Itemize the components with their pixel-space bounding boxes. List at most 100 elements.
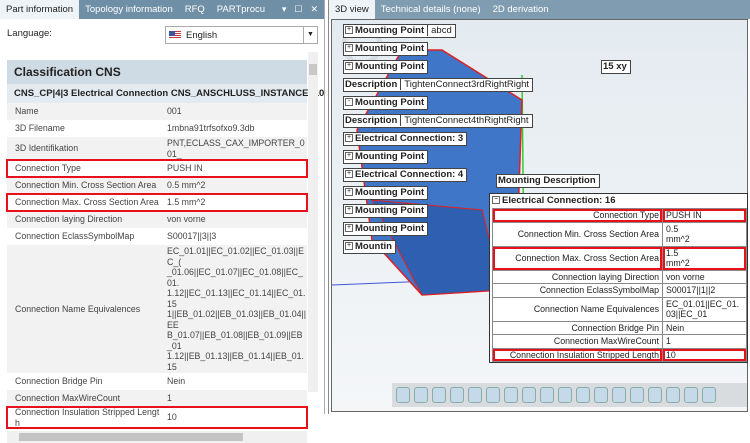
tab-3d-view[interactable]: 3D view <box>329 0 375 19</box>
model-annotation-label[interactable]: + Mounting Point abcd <box>343 24 456 38</box>
cube-shaded-icon[interactable] <box>576 387 590 403</box>
property-row[interactable]: 3D Identifikation PNT,ECLASS_CAX_IMPORTER… <box>7 137 307 160</box>
popup-property-name: Connection Insulation Stripped Length <box>492 347 663 362</box>
tab-rfq[interactable]: RFQ <box>184 4 205 15</box>
expand-icon[interactable]: + <box>345 170 353 179</box>
vertical-scrollbar[interactable] <box>308 52 318 392</box>
expand-icon[interactable]: + <box>345 152 353 161</box>
tab-dropdown-icon[interactable]: ▾ <box>281 4 287 14</box>
view-iso-icon[interactable] <box>702 387 716 403</box>
collapse-icon[interactable]: − <box>492 196 500 205</box>
tab-partprocu[interactable]: PARTprocu <box>216 4 266 15</box>
tab-part-information[interactable]: Part information <box>0 0 80 19</box>
property-name: Connection Name Equivalences <box>15 303 141 314</box>
model-annotation-label[interactable]: + Electrical Connection: 4 <box>343 168 468 182</box>
popup-property-name: Connection Bridge Pin <box>492 320 663 335</box>
model-annotation-label[interactable]: + Mounting Point <box>343 222 429 236</box>
zoom-icon[interactable] <box>450 387 464 403</box>
view-front-icon[interactable] <box>594 387 608 403</box>
property-name: 3D Identifikation <box>15 143 79 154</box>
label-text: Mounting Point <box>355 223 425 234</box>
measure-icon[interactable] <box>504 387 518 403</box>
label-text: Mounting Point <box>355 97 425 108</box>
maximize-icon[interactable]: ☐ <box>294 4 303 14</box>
model-annotation-label[interactable]: + Electrical Connection: 3 <box>343 132 468 146</box>
scroll-thumb[interactable] <box>309 64 317 75</box>
model-annotation-label[interactable]: + Mounting Point <box>343 186 429 200</box>
view-top-icon[interactable] <box>666 387 680 403</box>
popup-property-value: 0.5 mm^2 <box>662 221 747 247</box>
view-toolbar <box>392 383 747 407</box>
scroll-thumb[interactable] <box>19 433 243 441</box>
popup-property-name: Connection EclassSymbolMap <box>492 283 663 298</box>
model-annotation-label[interactable]: + Mounting Point <box>343 150 429 164</box>
property-name: Connection Type <box>15 163 81 174</box>
property-value: 10 <box>167 412 177 423</box>
property-grid: Classification CNS CNS_CP|4|3 Electrical… <box>6 60 324 443</box>
label-value: abcd <box>427 25 452 36</box>
model-annotation-label[interactable]: - Mounting Point <box>343 96 429 110</box>
cylinder-dark-icon[interactable] <box>432 387 446 403</box>
model-annotation-label[interactable]: 15 xy <box>601 60 631 74</box>
property-row[interactable]: 3D Filename 1mbna91trfsofxo9.3db <box>7 120 307 137</box>
section-icon[interactable] <box>540 387 554 403</box>
label-text: Mounting Point <box>355 205 425 216</box>
property-row[interactable]: Connection laying Direction von vorne <box>7 211 307 228</box>
model-annotation-label[interactable]: Description TightenConnect4thRightRight <box>343 114 533 128</box>
horizontal-scrollbar[interactable] <box>7 431 307 443</box>
model-annotation-label[interactable]: Mounting Description <box>496 174 600 188</box>
property-row[interactable]: Name 001 <box>7 103 307 120</box>
property-row[interactable]: Connection Type PUSH IN <box>6 159 308 178</box>
popup-property-value: S00017||1||2 <box>662 283 747 298</box>
expand-icon[interactable]: + <box>345 62 353 71</box>
property-row[interactable]: Connection Min. Cross Section Area 0.5 mm… <box>7 177 307 194</box>
chevron-down-icon[interactable]: ▼ <box>303 27 317 43</box>
cylinder-shaded-icon[interactable] <box>414 387 428 403</box>
model-annotation-label[interactable]: + Mounting Point <box>343 42 429 56</box>
model-annotation-label[interactable]: + Mountin <box>343 240 396 254</box>
property-value: Nein <box>167 376 186 387</box>
expand-icon[interactable]: + <box>345 134 353 143</box>
mesh-icon[interactable] <box>522 387 536 403</box>
property-value: EC_01.01||EC_01.02||EC_01.03||EC_( _01.0… <box>167 246 307 372</box>
view-right-icon[interactable] <box>648 387 662 403</box>
tab-technical-details[interactable]: Technical details (none) <box>380 4 481 15</box>
expand-icon[interactable]: + <box>345 44 353 53</box>
model-annotation-label[interactable]: + Mounting Point <box>343 204 429 218</box>
zoom-region-icon[interactable] <box>468 387 482 403</box>
tab-2d-derivation[interactable]: 2D derivation <box>492 4 549 15</box>
view-back-icon[interactable] <box>612 387 626 403</box>
property-row[interactable]: Connection MaxWireCount 1 <box>7 390 307 407</box>
expand-icon[interactable]: + <box>345 26 353 35</box>
view-bottom-icon[interactable] <box>684 387 698 403</box>
expand-icon[interactable]: + <box>345 242 353 251</box>
view-left-icon[interactable] <box>630 387 644 403</box>
property-row[interactable]: Connection EclassSymbolMap S00017||3||3 <box>7 228 307 245</box>
property-name: Connection laying Direction <box>15 214 123 225</box>
expand-icon[interactable]: + <box>345 224 353 233</box>
model-annotation-label[interactable]: + Mounting Point <box>343 60 429 74</box>
rotate-icon[interactable] <box>486 387 500 403</box>
property-name: Connection MaxWireCount <box>15 393 121 404</box>
label-text: Mounting Point <box>355 151 425 162</box>
popup-title: Electrical Connection: 16 <box>502 195 616 206</box>
cube-colored-icon[interactable] <box>558 387 572 403</box>
property-value: 001 <box>167 106 182 117</box>
close-icon[interactable]: ✕ <box>310 4 318 14</box>
property-row[interactable]: Connection Name Equivalences EC_01.01||EC… <box>7 245 307 373</box>
section-title[interactable]: Classification CNS <box>7 60 307 84</box>
collapse-icon[interactable]: - <box>345 98 353 107</box>
language-select[interactable]: English ▼ <box>165 26 318 44</box>
subsection-title[interactable]: CNS_CP|4|3 Electrical Connection CNS_ANS… <box>7 84 324 103</box>
property-row[interactable]: Connection Max. Cross Section Area 1.5 mm… <box>6 193 308 212</box>
popup-property-name: Connection MaxWireCount <box>492 334 663 349</box>
property-row[interactable]: Connection Insulation Stripped Lengt h 10 <box>6 406 308 429</box>
tab-topology-information[interactable]: Topology information <box>85 4 173 15</box>
expand-icon[interactable]: + <box>345 188 353 197</box>
language-label: Language: <box>7 28 52 39</box>
expand-icon[interactable]: + <box>345 206 353 215</box>
cylinder-outline-icon[interactable] <box>396 387 410 403</box>
model-annotation-label[interactable]: Description TightenConnect3rdRightRight <box>343 78 534 92</box>
property-row[interactable]: Connection Bridge Pin Nein <box>7 373 307 390</box>
label-text: Description <box>345 79 398 90</box>
